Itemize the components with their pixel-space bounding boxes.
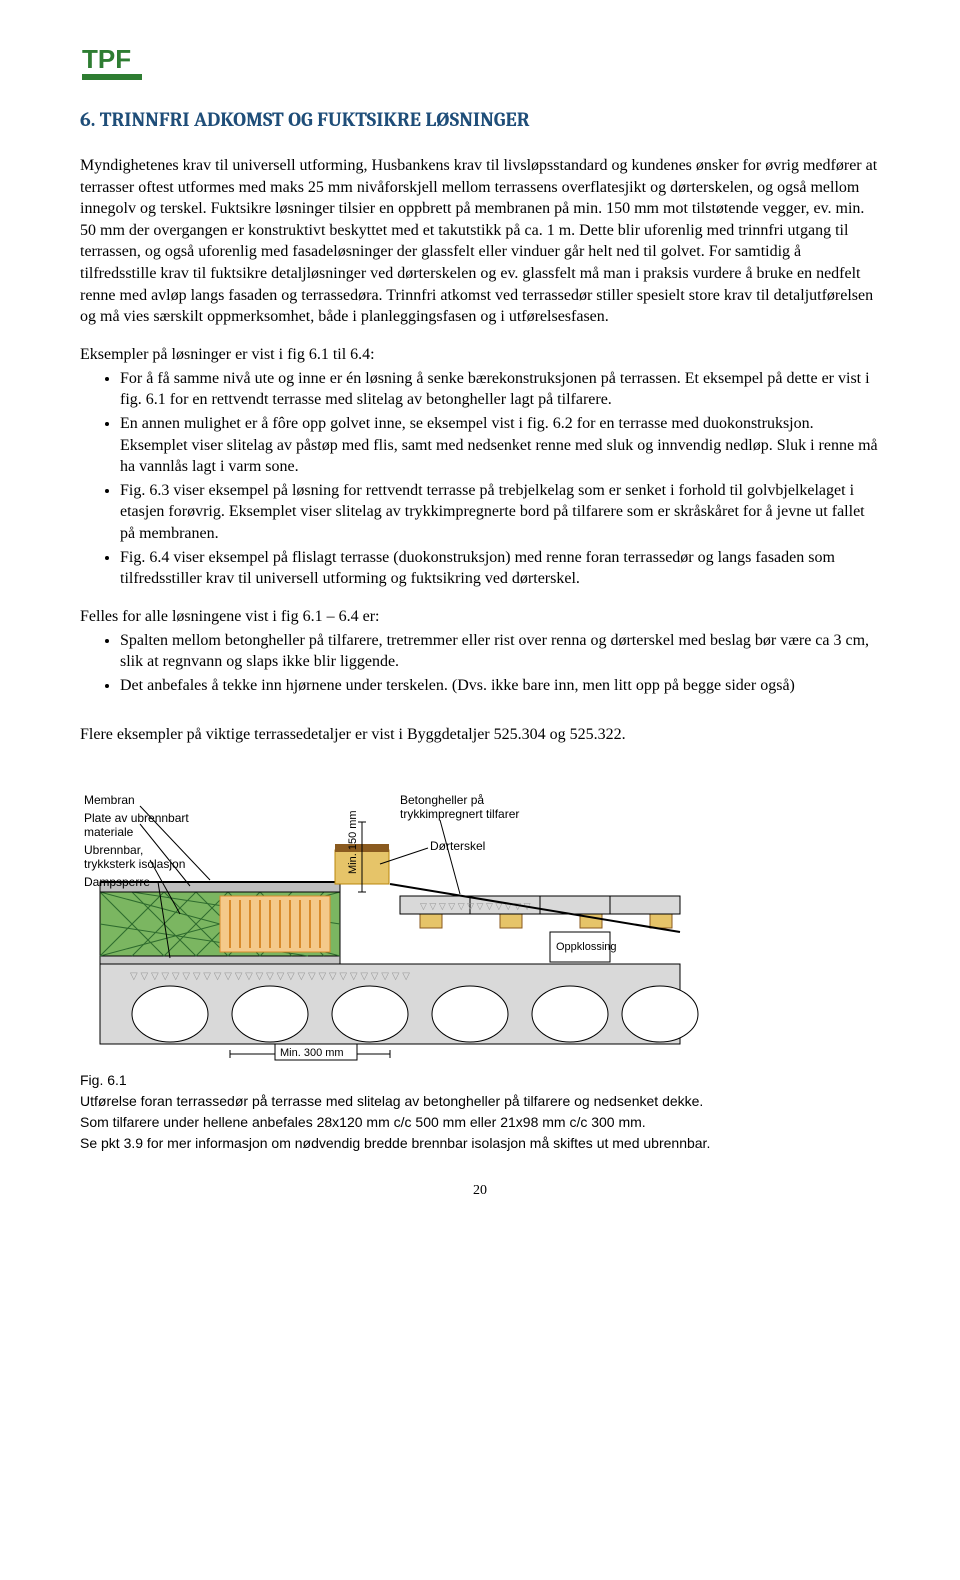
common-list: Spalten mellom betongheller på tilfarere… [80,630,880,697]
figure-caption-line: Se pkt 3.9 for mer informasjon om nødven… [80,1134,880,1153]
section-heading: 6. TRINNFRI ADKOMST OG FUKTSIKRE LØSNING… [80,108,880,131]
paragraph-main: Myndighetenes krav til universell utform… [80,155,880,328]
examples-intro: Eksempler på løsninger er vist i fig 6.1… [80,346,880,364]
list-item: Det anbefales å tekke inn hjørnene under… [120,675,880,697]
page-number: 20 [80,1183,880,1199]
svg-text:▽ ▽ ▽ ▽ ▽ ▽ ▽ ▽ ▽ ▽: ▽ ▽ ▽ ▽ ▽ ▽ ▽ ▽ ▽ ▽ ▽ ▽ [420,901,531,911]
more-examples: Flere eksempler på viktige terrassedetal… [80,724,880,746]
tpf-logo: TPF [80,40,880,88]
figure-caption-line: Som tilfarere under hellene anbefales 28… [80,1113,880,1132]
dim-min150: Min. 150 mm [347,810,359,874]
lbl-dampsperre: Dampsperre [84,875,150,889]
list-item: Fig. 6.3 viser eksempel på løsning for r… [120,480,880,545]
figure-caption-title: Fig. 6.1 [80,1071,880,1090]
figure-6-1: ▽ ▽ ▽ ▽ ▽ ▽ ▽ ▽ ▽ ▽ ▽ ▽ ▽ ▽ ▽ ▽ ▽ ▽ ▽ ▽ … [80,764,880,1069]
figure-caption-line: Utførelse foran terrassedør på terrasse … [80,1092,880,1111]
lbl-ubrennbar: Ubrennbar, [84,843,143,857]
svg-text:TPF: TPF [82,44,131,74]
common-intro: Felles for alle løsningene vist i fig 6.… [80,608,880,626]
examples-list: For å få samme nivå ute og inne er én lø… [80,368,880,590]
list-item: En annen mulighet er å fôre opp golvet i… [120,413,880,478]
list-item: Spalten mellom betongheller på tilfarere… [120,630,880,673]
lbl-betongheller: Betongheller på [400,793,484,807]
svg-text:materiale: materiale [84,825,134,839]
oppklossing-label: Oppklossing [556,941,617,953]
list-item: Fig. 6.4 viser eksempel på flislagt terr… [120,547,880,590]
lbl-membran: Membran [84,793,135,807]
lbl-dorterskel: Dørterskel [430,839,485,853]
svg-text:trykksterk isolasjon: trykksterk isolasjon [84,857,185,871]
list-item: For å få samme nivå ute og inne er én lø… [120,368,880,411]
lbl-plate: Plate av ubrennbart [84,811,189,825]
svg-text:▽ ▽ ▽ ▽ ▽ ▽ ▽ ▽ ▽ ▽ ▽ ▽ ▽ ▽ ▽: ▽ ▽ ▽ ▽ ▽ ▽ ▽ ▽ ▽ ▽ ▽ ▽ ▽ ▽ ▽ ▽ ▽ ▽ ▽ ▽ … [130,971,410,982]
svg-text:trykkimpregnert tilfarer: trykkimpregnert tilfarer [400,807,519,821]
dim-min300: Min. 300 mm [280,1047,344,1059]
